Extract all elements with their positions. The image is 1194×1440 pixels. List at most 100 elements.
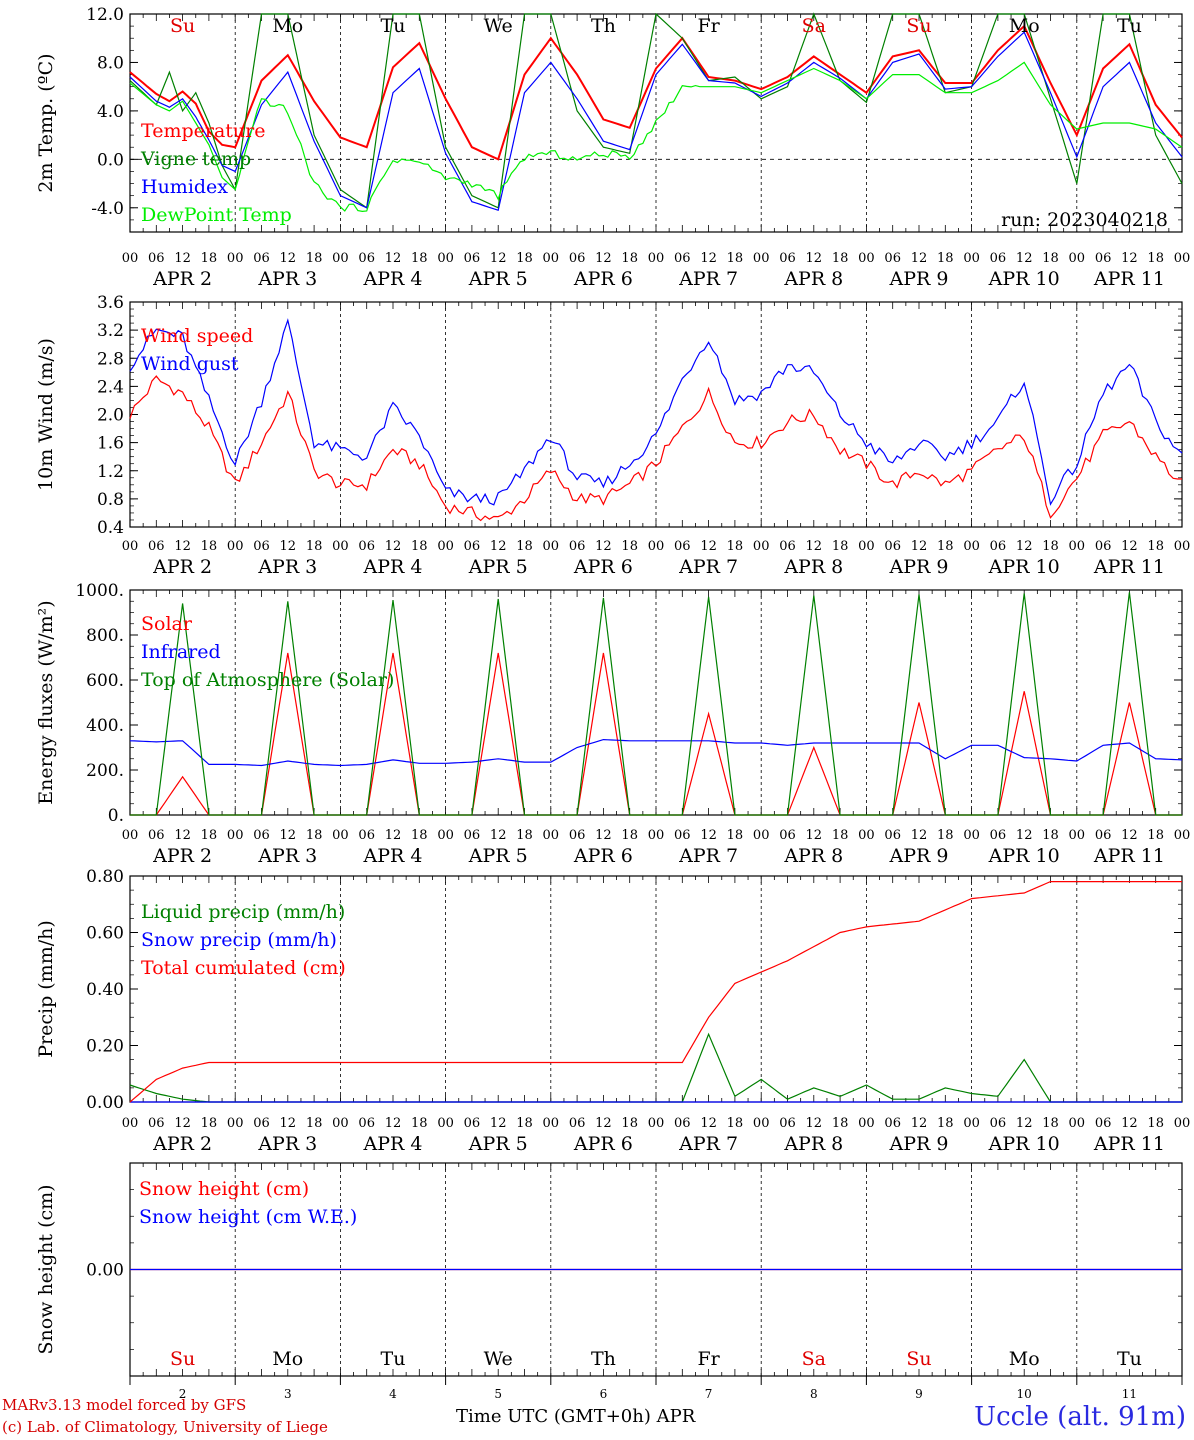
date-label: APR 7 <box>678 845 738 867</box>
hour-label: 12 <box>1016 1116 1033 1131</box>
hour-label: 18 <box>832 1116 849 1131</box>
hour-label: 06 <box>884 539 901 554</box>
hour-label: 00 <box>227 1116 244 1131</box>
date-label: APR 3 <box>257 845 317 867</box>
hour-label: 00 <box>543 1116 560 1131</box>
hour-label: 18 <box>516 1116 533 1131</box>
series-line <box>129 31 1183 211</box>
hour-label: 06 <box>1095 828 1112 843</box>
date-label: APR 2 <box>152 268 212 290</box>
y-tick-label: 0.0 <box>97 150 124 170</box>
date-label: APR 8 <box>783 556 843 578</box>
day-number: 8 <box>810 1387 818 1401</box>
station-name: Uccle (alt. 91m) <box>974 1402 1186 1432</box>
hour-label: 18 <box>1042 828 1059 843</box>
hour-label: 06 <box>884 251 901 266</box>
hour-label: 18 <box>832 539 849 554</box>
hour-label: 18 <box>727 1116 744 1131</box>
weekday-label: Mo <box>272 15 303 37</box>
hour-label: 06 <box>253 251 270 266</box>
hour-label: 12 <box>700 539 717 554</box>
weekday-label-bottom: Fr <box>697 1348 720 1370</box>
date-label: APR 7 <box>678 268 738 290</box>
hour-label: 18 <box>727 828 744 843</box>
hour-label: 12 <box>700 1116 717 1131</box>
hour-label: 12 <box>385 1116 402 1131</box>
date-label: APR 8 <box>783 845 843 867</box>
hour-label: 06 <box>1095 539 1112 554</box>
hour-label: 00 <box>332 539 349 554</box>
hour-label: 06 <box>358 828 375 843</box>
date-label: APR 8 <box>783 268 843 290</box>
day-number: 11 <box>1122 1387 1137 1401</box>
weekday-label: Tu <box>1117 15 1142 37</box>
hour-label: 00 <box>122 828 139 843</box>
weekday-label: Su <box>906 15 931 37</box>
hour-label: 18 <box>516 251 533 266</box>
hour-label: 00 <box>437 1116 454 1131</box>
hour-label: 00 <box>122 1116 139 1131</box>
hour-label: 00 <box>858 539 875 554</box>
y-tick-label: 0.40 <box>86 980 124 1000</box>
date-label: APR 9 <box>889 845 949 867</box>
day-number: 9 <box>915 1387 923 1401</box>
lab-credit: (c) Lab. of Climatology, University of L… <box>2 1418 328 1436</box>
hour-label: 00 <box>1069 828 1086 843</box>
date-label: APR 7 <box>678 556 738 578</box>
date-label: APR 4 <box>363 1133 423 1155</box>
legend-entry: Top of Atmosphere (Solar) <box>141 669 394 691</box>
date-label: APR 2 <box>152 1133 212 1155</box>
hour-label: 18 <box>832 828 849 843</box>
hour-label: 00 <box>1174 828 1191 843</box>
hour-label: 00 <box>858 1116 875 1131</box>
hour-label: 06 <box>779 251 796 266</box>
hour-label: 18 <box>621 539 638 554</box>
hour-label: 12 <box>385 251 402 266</box>
hour-label: 06 <box>569 828 586 843</box>
hour-label: 18 <box>937 828 954 843</box>
hour-label: 18 <box>1147 251 1164 266</box>
panel-frame <box>129 301 1183 528</box>
weekday-label: Th <box>591 15 616 37</box>
legend-entry: Temperature <box>141 120 265 142</box>
hour-label: 12 <box>280 1116 297 1131</box>
hour-label: 00 <box>227 828 244 843</box>
weekday-label: We <box>484 15 513 37</box>
date-label: APR 10 <box>988 845 1060 867</box>
y-tick-label: -4.0 <box>91 199 124 219</box>
legend-entry: Vigne temp <box>140 148 251 170</box>
legend-entry: Snow precip (mm/h) <box>141 929 337 951</box>
hour-label: 12 <box>595 828 612 843</box>
hour-label: 18 <box>516 539 533 554</box>
hour-label: 06 <box>674 828 691 843</box>
hour-label: 00 <box>1069 1116 1086 1131</box>
date-label: APR 9 <box>889 556 949 578</box>
hour-label: 12 <box>490 539 507 554</box>
hour-label: 00 <box>437 539 454 554</box>
hour-label: 06 <box>884 1116 901 1131</box>
y-tick-label: 12.0 <box>86 5 124 25</box>
hour-label: 12 <box>1121 539 1138 554</box>
weekday-label-bottom: Su <box>906 1348 931 1370</box>
date-label: APR 6 <box>573 268 633 290</box>
hour-label: 06 <box>779 539 796 554</box>
hour-label: 12 <box>1121 251 1138 266</box>
hour-label: 18 <box>727 539 744 554</box>
hour-label: 12 <box>385 828 402 843</box>
y-tick-label: 8.0 <box>97 53 124 73</box>
hour-label: 06 <box>674 251 691 266</box>
weekday-label: Fr <box>697 15 720 37</box>
hour-label: 18 <box>727 251 744 266</box>
series-line <box>129 738 1183 767</box>
hour-label: 06 <box>148 251 165 266</box>
hour-label: 18 <box>937 1116 954 1131</box>
hour-label: 12 <box>806 828 823 843</box>
hour-label: 12 <box>700 251 717 266</box>
hour-label: 12 <box>911 1116 928 1131</box>
hour-label: 00 <box>1069 539 1086 554</box>
hour-label: 06 <box>569 251 586 266</box>
weekday-label-bottom: Sa <box>802 1348 826 1370</box>
hour-label: 00 <box>648 828 665 843</box>
day-number: 2 <box>179 1387 187 1401</box>
y-tick-label: 3.6 <box>97 293 124 313</box>
